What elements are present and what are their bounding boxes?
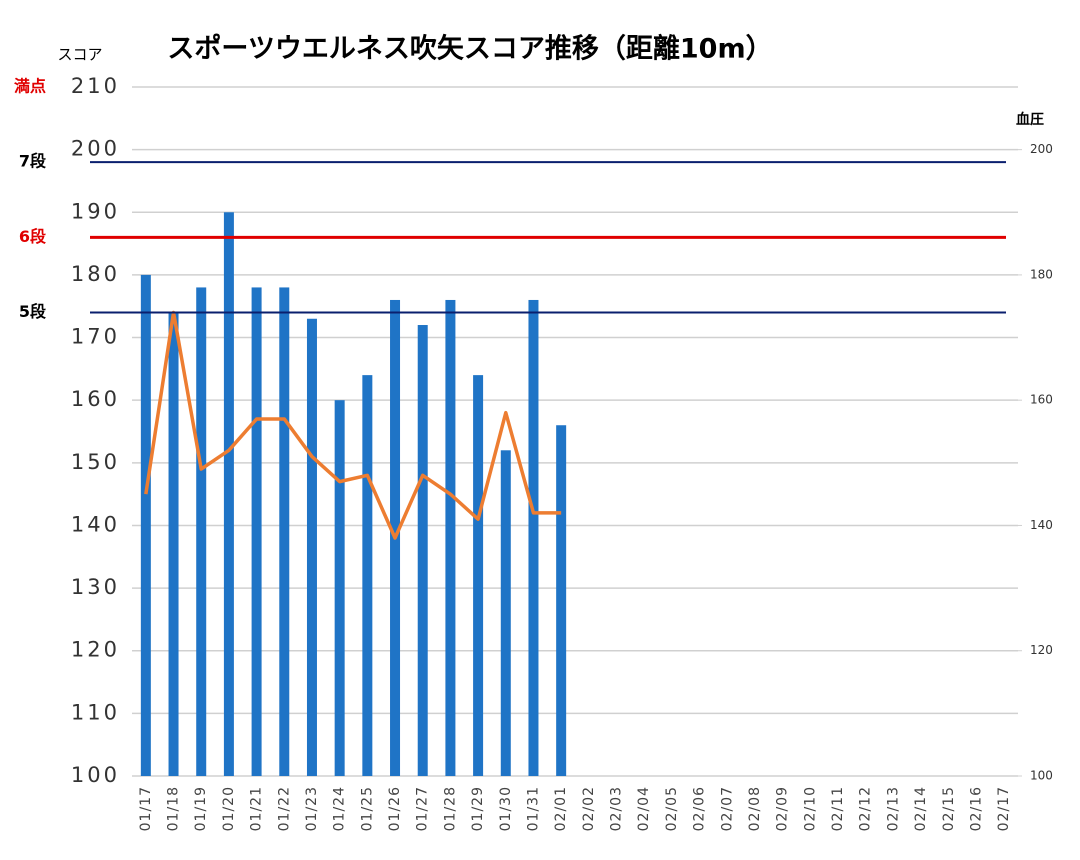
y-tick-label: 120 bbox=[71, 638, 120, 662]
reference-label: 満点 bbox=[14, 77, 46, 96]
bar bbox=[251, 287, 262, 776]
x-tick-label: 01/26 bbox=[387, 786, 403, 831]
y2-tick-label: 180 bbox=[1030, 267, 1053, 281]
x-tick-label: 01/17 bbox=[138, 786, 154, 831]
bar bbox=[500, 450, 511, 776]
y-tick-label: 190 bbox=[71, 199, 120, 223]
bar bbox=[279, 287, 290, 776]
y-tick-label: 150 bbox=[71, 450, 120, 474]
y-tick-label: 160 bbox=[71, 387, 120, 411]
bar bbox=[556, 425, 567, 776]
y-tick-label: 170 bbox=[71, 325, 120, 349]
x-tick-label: 02/12 bbox=[858, 786, 874, 831]
x-tick-label: 01/30 bbox=[498, 786, 514, 831]
bar bbox=[196, 287, 207, 776]
x-tick-label: 01/22 bbox=[276, 786, 292, 831]
x-tick-label: 02/11 bbox=[830, 786, 846, 831]
chart-title: スポーツウエルネス吹矢スコア推移（距離10m） bbox=[167, 33, 772, 65]
bar bbox=[417, 325, 428, 776]
x-tick-label: 02/02 bbox=[581, 786, 597, 831]
x-tick-label: 02/03 bbox=[609, 786, 625, 831]
x-tick-label: 02/15 bbox=[941, 786, 957, 831]
x-tick-label: 02/16 bbox=[968, 786, 984, 831]
bar bbox=[334, 400, 345, 776]
y2-tick-label: 140 bbox=[1030, 518, 1053, 532]
y-tick-label: 100 bbox=[71, 763, 120, 787]
line bbox=[144, 310, 562, 540]
y-tick-label: 130 bbox=[71, 575, 120, 599]
y2-tick-label: 160 bbox=[1030, 393, 1053, 407]
x-tick-label: 02/09 bbox=[775, 786, 791, 831]
bar bbox=[528, 299, 539, 776]
x-tick-label: 02/13 bbox=[885, 786, 901, 831]
bar bbox=[445, 299, 456, 776]
x-tick-label: 01/23 bbox=[304, 786, 320, 831]
x-tick-label: 02/08 bbox=[747, 786, 763, 831]
reference-label: 6段 bbox=[19, 227, 47, 246]
x-tick-label: 01/28 bbox=[442, 786, 458, 831]
x-tick-label: 02/07 bbox=[719, 786, 735, 831]
y-tick-label: 200 bbox=[71, 137, 120, 161]
x-tick-label: 02/14 bbox=[913, 786, 929, 831]
y-tick-label: 180 bbox=[71, 262, 120, 286]
x-tick-label: 01/21 bbox=[249, 786, 265, 831]
y2-tick-label: 100 bbox=[1030, 769, 1053, 783]
reference-label: 7段 bbox=[19, 152, 47, 171]
bar bbox=[362, 375, 373, 776]
y-tick-label: 110 bbox=[71, 700, 120, 724]
x-tick-label: 01/31 bbox=[525, 786, 541, 831]
y-tick-label: 140 bbox=[71, 512, 120, 536]
reference-label: 5段 bbox=[19, 302, 47, 321]
y2-axis-label: 血圧 bbox=[1016, 111, 1044, 128]
bar bbox=[168, 312, 179, 776]
x-tick-label: 01/25 bbox=[359, 786, 375, 831]
x-tick-label: 01/18 bbox=[166, 786, 182, 831]
x-tick-label: 02/05 bbox=[664, 786, 680, 831]
x-tick-label: 01/19 bbox=[193, 786, 209, 831]
x-tick-label: 01/27 bbox=[415, 786, 431, 831]
y-tick-label: 210 bbox=[71, 74, 120, 98]
bar bbox=[223, 212, 234, 777]
y2-tick-label: 200 bbox=[1030, 142, 1053, 156]
bar bbox=[140, 274, 151, 776]
y-axis-label: スコア bbox=[57, 46, 102, 64]
x-tick-label: 01/29 bbox=[470, 786, 486, 831]
x-tick-label: 01/20 bbox=[221, 786, 237, 831]
x-tick-label: 02/10 bbox=[802, 786, 818, 831]
x-tick-label: 01/24 bbox=[332, 786, 348, 831]
x-tick-label: 02/01 bbox=[553, 786, 569, 831]
x-tick-label: 02/06 bbox=[692, 786, 708, 831]
bar bbox=[473, 375, 484, 776]
x-tick-label: 02/17 bbox=[996, 786, 1012, 831]
x-tick-label: 02/04 bbox=[636, 786, 652, 831]
y2-tick-label: 120 bbox=[1030, 643, 1053, 657]
bar bbox=[306, 318, 317, 776]
